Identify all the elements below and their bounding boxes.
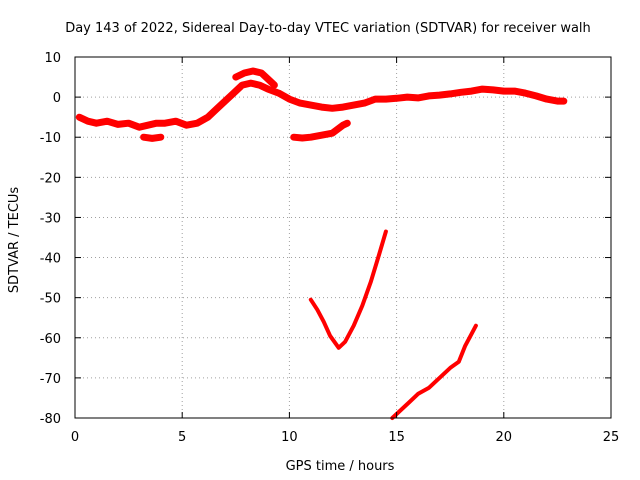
y-tick-label: -50 [40, 292, 61, 307]
y-tick-label: 10 [44, 51, 61, 66]
axis-ticks: 0 5 10 15 20 25 10 0 -10 -20 -30 -40 -50 -60 -70 -80 [40, 51, 620, 445]
series-upper-arc [232, 67, 278, 89]
y-tick-label: 0 [53, 91, 61, 106]
y-tick-label: -70 [40, 372, 61, 387]
y-tick-label: -60 [40, 332, 61, 347]
grid [75, 57, 611, 418]
plot-area [75, 67, 568, 420]
series-v-track [308, 229, 388, 350]
x-tick-label: 5 [178, 430, 186, 445]
y-axis-label: SDTVAR / TECUs [7, 187, 22, 294]
x-tick-label: 0 [71, 430, 79, 445]
x-tick-label: 20 [496, 430, 513, 445]
series-short-segment [290, 119, 351, 142]
plot-frame [74, 56, 612, 419]
y-tick-label: -40 [40, 252, 61, 267]
y-tick-label: -80 [40, 412, 61, 427]
x-tick-label: 15 [388, 430, 405, 445]
y-tick-label: -20 [40, 171, 61, 186]
chart-title: Day 143 of 2022, Sidereal Day-to-day VTE… [65, 21, 591, 36]
x-axis-label: GPS time / hours [286, 459, 395, 474]
y-tick-label: -30 [40, 211, 61, 226]
x-tick-label: 10 [281, 430, 298, 445]
series-lower-track [390, 323, 478, 420]
y-tick-label: -10 [40, 131, 61, 146]
series-gap-segment [140, 133, 165, 142]
series-main-track [75, 79, 568, 131]
x-tick-label: 25 [603, 430, 620, 445]
